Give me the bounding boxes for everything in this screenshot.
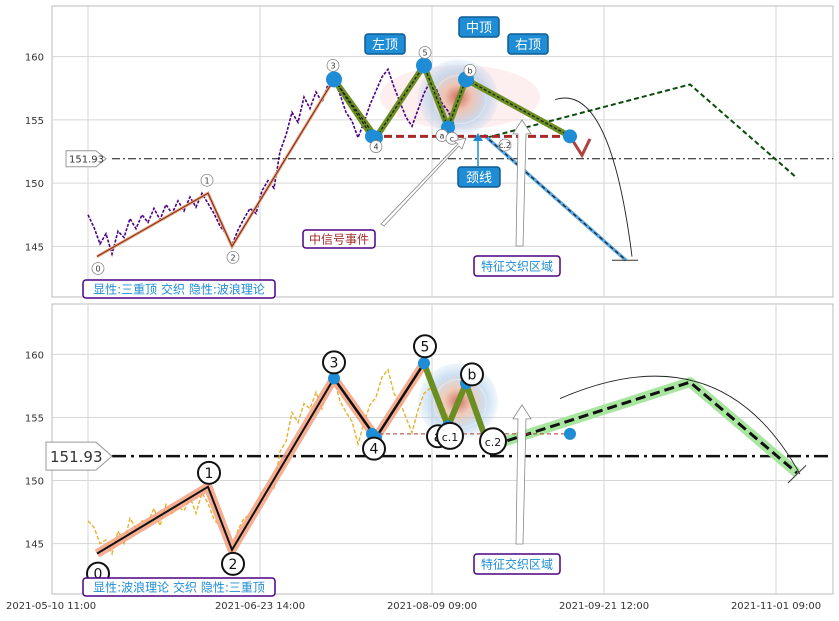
top-mid-event-label: 中信号事件 bbox=[309, 232, 369, 247]
bottom-frame bbox=[51, 303, 834, 595]
bottom-zone-label: 特征交织区域 bbox=[481, 557, 553, 572]
bottom-wave-marker bbox=[362, 436, 386, 461]
top-pattern-node bbox=[416, 57, 432, 74]
x-tick-label: 2021-05-10 11:00 bbox=[6, 601, 96, 612]
bottom-wave-label: 2 bbox=[229, 557, 238, 573]
bottom-wave-marker bbox=[413, 334, 437, 359]
bottom-wave-label: 0 bbox=[94, 567, 103, 583]
top-frame bbox=[51, 5, 834, 298]
top-wave-marker bbox=[418, 46, 432, 59]
bottom-triple-top-line bbox=[421, 362, 487, 435]
top-wave-marker bbox=[498, 138, 512, 152]
bottom-panel: 145150155160151.93012345abc.1c.2特征交织区域显性… bbox=[25, 303, 834, 597]
top-mid-event-arrow bbox=[380, 137, 467, 227]
top-wave-marker bbox=[200, 173, 214, 187]
top-down-projection bbox=[483, 134, 627, 261]
top-left-top-label: 左顶 bbox=[372, 38, 398, 53]
top-level-tag: 151.93 bbox=[69, 155, 104, 166]
top-wave-marker bbox=[326, 58, 340, 72]
bottom-summary-label: 显性:波浪理论 交织 隐性:三重顶 bbox=[93, 580, 265, 595]
top-ytick-label: 160 bbox=[25, 53, 44, 64]
top-wave-label: c.2 bbox=[499, 141, 511, 150]
top-neckline-label-box bbox=[457, 166, 501, 188]
bottom-ytick-label: 150 bbox=[25, 477, 44, 488]
top-projection-path bbox=[486, 83, 798, 179]
top-panel: 145 150 155 160 151.93 0 1 2 3 4 5 a b c c.2 特征交织区域显性:三… bbox=[25, 5, 834, 299]
top-wave-label: 0 bbox=[95, 265, 100, 274]
bottom-ytick-label: 145 bbox=[25, 540, 44, 551]
bottom-projection-path bbox=[492, 380, 798, 475]
top-wave-label: 3 bbox=[330, 61, 335, 70]
top-c-leg bbox=[568, 135, 592, 159]
bottom-summary-label-box bbox=[82, 577, 276, 597]
top-wave-marker bbox=[369, 140, 383, 153]
bottom-ytick-label: 155 bbox=[25, 413, 44, 424]
top-zone-label: 特征交织区域 bbox=[481, 259, 553, 274]
top-wave-label: a bbox=[440, 131, 445, 140]
top-mid-top-label: 中顶 bbox=[466, 21, 492, 36]
top-wave-marker bbox=[91, 262, 105, 275]
x-tick-label: 2021-11-01 09:00 bbox=[731, 601, 821, 612]
bottom-wave-label: c.1 bbox=[442, 431, 459, 444]
top-neckline-label: 颈线 bbox=[466, 171, 492, 186]
top-wave-line bbox=[96, 79, 335, 257]
bottom-wave-marker bbox=[197, 460, 221, 485]
top-target-arc bbox=[554, 97, 633, 257]
bottom-pattern-node bbox=[418, 357, 430, 370]
bottom-wave-label: 4 bbox=[370, 442, 379, 458]
bottom-zone-label-box bbox=[473, 553, 561, 575]
top-neck-arrow-head bbox=[473, 133, 483, 141]
bottom-level-tag: 151.93 bbox=[50, 448, 103, 466]
top-mid-top-label-box bbox=[458, 16, 500, 38]
bottom-projection-arc bbox=[559, 375, 801, 475]
bottom-wave-label: b bbox=[468, 367, 477, 383]
top-right-top-label-box bbox=[507, 33, 549, 55]
bottom-wave-label: c.2 bbox=[485, 436, 502, 449]
bottom-pattern-node bbox=[564, 427, 576, 440]
top-wave-label: 2 bbox=[230, 253, 235, 262]
bottom-wave-label: 3 bbox=[330, 355, 339, 371]
top-mid-event-label-box bbox=[302, 229, 376, 249]
bottom-wave-marker bbox=[460, 362, 484, 387]
bottom-wave-marker bbox=[436, 421, 464, 450]
top-zone-arrow bbox=[512, 119, 532, 247]
bottom-zone-arrow bbox=[512, 404, 532, 545]
bottom-pattern-node bbox=[328, 372, 340, 385]
bottom-wave-marker bbox=[479, 427, 507, 456]
x-tick-label: 2021-08-09 09:00 bbox=[387, 601, 477, 612]
top-ytick-label: 145 bbox=[25, 242, 44, 253]
top-zone-label-box bbox=[473, 255, 561, 277]
x-tick-label: 2021-09-21 12:00 bbox=[559, 601, 649, 612]
top-ytick-label: 155 bbox=[25, 116, 44, 127]
bottom-ytick-label: 160 bbox=[25, 350, 44, 361]
top-wave-marker bbox=[463, 63, 477, 77]
top-wave-label: 4 bbox=[373, 143, 378, 152]
top-summary-label: 显性:三重顶 交织 隐性:波浪理论 bbox=[93, 282, 265, 297]
top-summary-label-box bbox=[82, 279, 276, 299]
top-level-tag-box bbox=[65, 150, 107, 168]
top-ytick-label: 150 bbox=[25, 179, 44, 190]
bottom-target-bar bbox=[787, 465, 807, 484]
top-wave-label: 1 bbox=[204, 176, 209, 185]
top-left-top-label-box bbox=[364, 33, 406, 55]
top-wave-marker bbox=[226, 250, 240, 264]
top-wave-label: 5 bbox=[422, 48, 427, 57]
bottom-wave-label: 1 bbox=[205, 466, 214, 482]
bottom-level-tag-box bbox=[45, 441, 113, 471]
top-pattern-node bbox=[369, 130, 383, 145]
top-pattern-node bbox=[563, 129, 577, 144]
top-wave-label: b bbox=[467, 66, 472, 75]
top-wave-label: c bbox=[450, 134, 454, 143]
bottom-wave-marker bbox=[322, 350, 346, 375]
bottom-wave-label: 5 bbox=[421, 339, 430, 355]
x-tick-label: 2021-06-23 14:00 bbox=[215, 601, 305, 612]
bottom-wave-marker bbox=[221, 551, 245, 576]
top-pattern-node bbox=[326, 71, 342, 88]
top-right-top-label: 右顶 bbox=[515, 38, 541, 53]
